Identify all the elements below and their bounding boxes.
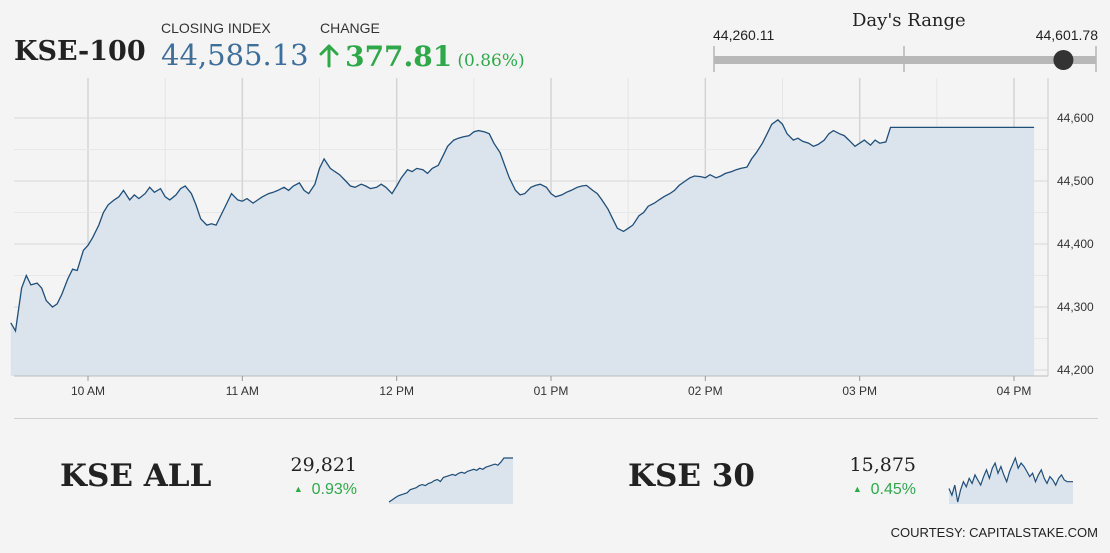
kse-30-change-value: 0.45% xyxy=(870,481,916,498)
kse-30-value: 15,875 xyxy=(849,454,916,476)
intraday-chart: 10 AM 11 AM 12 PM 01 PM 02 PM 03 PM 04 PM 44,2… xyxy=(10,78,1094,398)
days-range-bar xyxy=(713,46,1097,72)
days-range-low: 44,260.11 xyxy=(713,27,775,43)
series-area-fill xyxy=(10,119,1035,377)
y-tick-label: 44,400 xyxy=(1057,237,1094,251)
x-tick-label: 03 PM xyxy=(842,384,877,398)
x-tick-label: 02 PM xyxy=(688,384,723,398)
kse-all-sparkline-line xyxy=(388,457,513,503)
change-label: CHANGE xyxy=(320,20,380,36)
up-triangle-icon: ▲ xyxy=(293,484,303,494)
y-tick-label: 44,200 xyxy=(1057,363,1094,377)
up-arrow-icon xyxy=(319,44,339,68)
kse-all-change: ▲ 0.93% xyxy=(267,481,357,499)
change-group: 377.81 (0.86%) xyxy=(318,40,525,73)
kse-all-sparkline xyxy=(388,457,513,504)
x-tick-label: 01 PM xyxy=(534,384,569,398)
kse-30-sparkline-line xyxy=(948,456,1073,503)
x-axis-ticks: 10 AM 11 AM 12 PM 01 PM 02 PM 03 PM 04 PM xyxy=(71,376,1031,398)
change-percent: (0.86%) xyxy=(457,51,525,71)
days-range-high: 44,601.78 xyxy=(1035,27,1098,43)
kse-all-name: KSE ALL xyxy=(60,458,212,494)
courtesy-footer: COURTESY: CAPITALSTAKE.COM xyxy=(890,525,1098,540)
y-tick-label: 44,600 xyxy=(1057,111,1094,125)
series-line xyxy=(10,119,1035,333)
kse-all-value: 29,821 xyxy=(290,454,357,476)
y-axis-ticks: 44,200 44,300 44,400 44,500 44,600 xyxy=(1057,111,1094,377)
y-tick-label: 44,500 xyxy=(1057,174,1094,188)
index-name: KSE-100 xyxy=(14,36,146,67)
up-triangle-icon: ▲ xyxy=(852,484,862,494)
y-tick-label: 44,300 xyxy=(1057,300,1094,314)
x-tick-label: 10 AM xyxy=(71,384,105,398)
section-divider xyxy=(14,418,1098,419)
x-tick-label: 04 PM xyxy=(997,384,1032,398)
range-bar-track xyxy=(714,56,1096,64)
kse-30-sparkline-fill xyxy=(949,458,1073,504)
kse-30-name: KSE 30 xyxy=(628,458,755,494)
kse-30-sparkline xyxy=(948,456,1073,504)
closing-index-value: 44,585.13 xyxy=(161,38,309,72)
days-range-title: Day's Range xyxy=(852,10,966,31)
change-value: 377.81 xyxy=(345,40,453,73)
closing-index-label: CLOSING INDEX xyxy=(161,20,271,36)
kse-30-change: ▲ 0.45% xyxy=(826,481,916,499)
range-marker xyxy=(1053,50,1074,70)
x-tick-label: 11 AM xyxy=(226,384,259,398)
x-tick-label: 12 PM xyxy=(379,384,414,398)
kse-all-change-value: 0.93% xyxy=(311,481,357,498)
